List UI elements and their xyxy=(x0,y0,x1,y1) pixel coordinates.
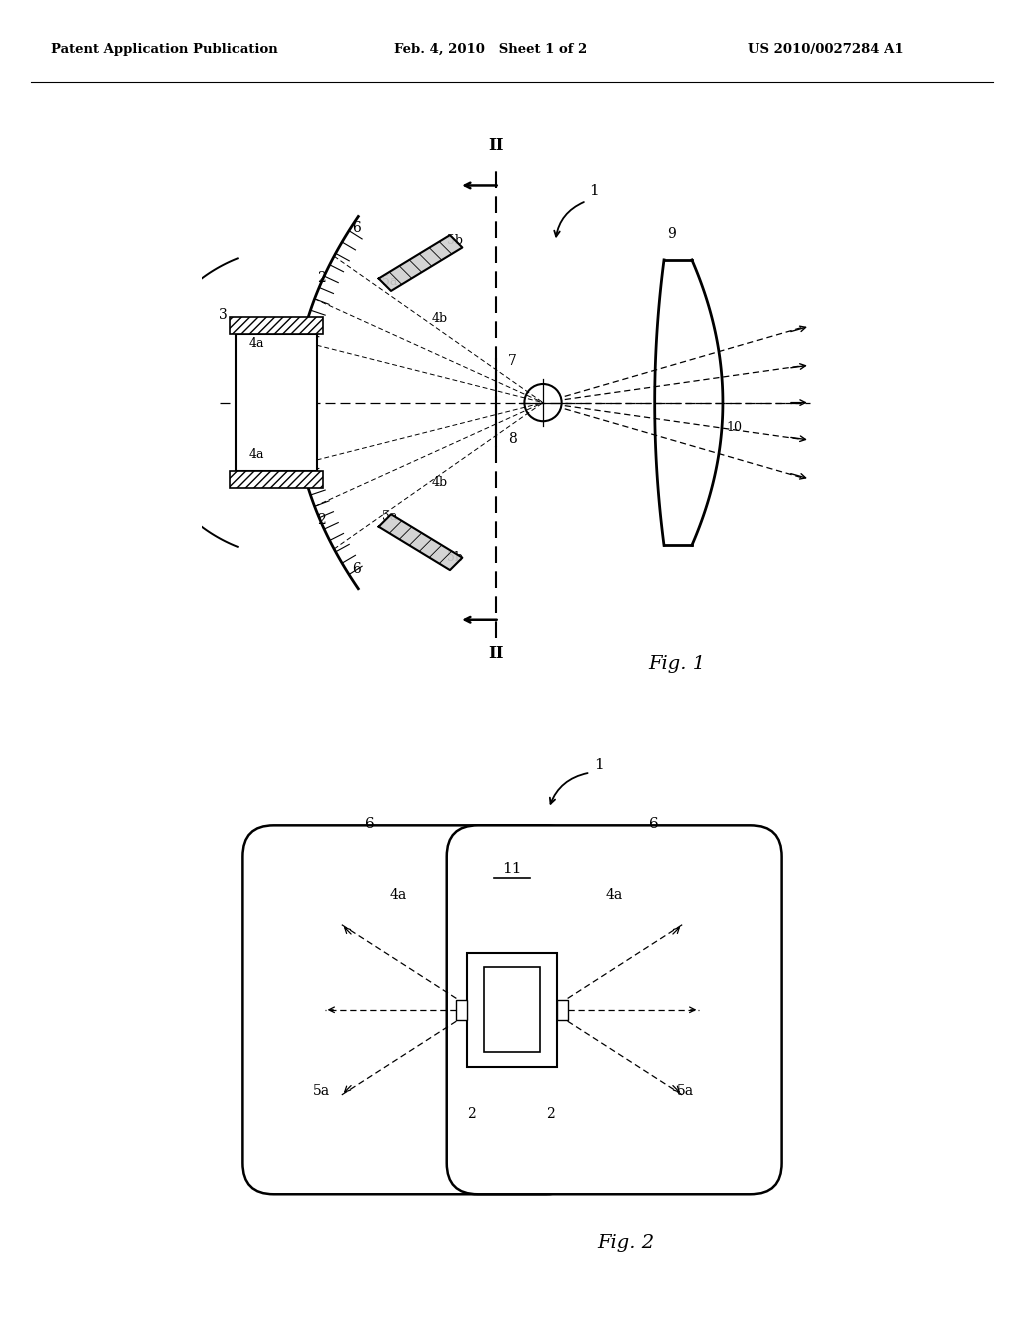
Bar xyxy=(229,317,323,334)
Text: 9: 9 xyxy=(667,227,676,242)
Text: 5b: 5b xyxy=(446,550,463,564)
Text: II: II xyxy=(488,137,504,154)
Text: 3: 3 xyxy=(507,1001,517,1014)
Text: 6: 6 xyxy=(352,562,361,577)
Text: 6: 6 xyxy=(352,220,361,235)
Text: 1: 1 xyxy=(590,183,599,198)
Text: 3: 3 xyxy=(219,308,228,322)
Text: Fig. 2: Fig. 2 xyxy=(597,1234,654,1253)
Text: 8: 8 xyxy=(508,432,516,446)
Bar xyxy=(483,968,541,1052)
Text: 1: 1 xyxy=(594,758,604,772)
Text: II: II xyxy=(488,644,504,661)
Text: 5a: 5a xyxy=(382,511,397,524)
Text: 5b: 5b xyxy=(446,235,463,247)
Text: 2: 2 xyxy=(546,1106,555,1121)
Text: 4a: 4a xyxy=(249,449,264,462)
Text: 5a: 5a xyxy=(382,275,397,288)
Text: 4b: 4b xyxy=(431,312,447,325)
Bar xyxy=(557,999,567,1020)
Bar xyxy=(467,953,557,1067)
Text: 10: 10 xyxy=(726,421,742,433)
Text: 2: 2 xyxy=(316,512,326,527)
Text: US 2010/0027284 A1: US 2010/0027284 A1 xyxy=(748,44,903,57)
Text: 6: 6 xyxy=(649,817,658,832)
Text: 5a: 5a xyxy=(677,1084,693,1098)
Polygon shape xyxy=(379,515,463,570)
Text: 2: 2 xyxy=(316,271,326,285)
Text: Fig. 1: Fig. 1 xyxy=(648,655,706,673)
Text: 6: 6 xyxy=(366,817,375,832)
Bar xyxy=(229,471,323,488)
FancyBboxPatch shape xyxy=(243,825,578,1195)
Text: 7: 7 xyxy=(508,354,516,368)
Text: Feb. 4, 2010   Sheet 1 of 2: Feb. 4, 2010 Sheet 1 of 2 xyxy=(394,44,588,57)
Text: 11: 11 xyxy=(502,862,522,876)
Polygon shape xyxy=(379,235,463,290)
Text: 4a: 4a xyxy=(249,337,264,350)
Text: 4b: 4b xyxy=(431,477,447,490)
Bar xyxy=(236,334,316,471)
Text: Patent Application Publication: Patent Application Publication xyxy=(51,44,278,57)
Text: 2: 2 xyxy=(467,1106,475,1121)
FancyBboxPatch shape xyxy=(446,825,781,1195)
Text: 5a: 5a xyxy=(313,1084,331,1098)
Text: 4a: 4a xyxy=(605,888,623,902)
Bar xyxy=(457,999,467,1020)
Text: 4a: 4a xyxy=(390,888,408,902)
